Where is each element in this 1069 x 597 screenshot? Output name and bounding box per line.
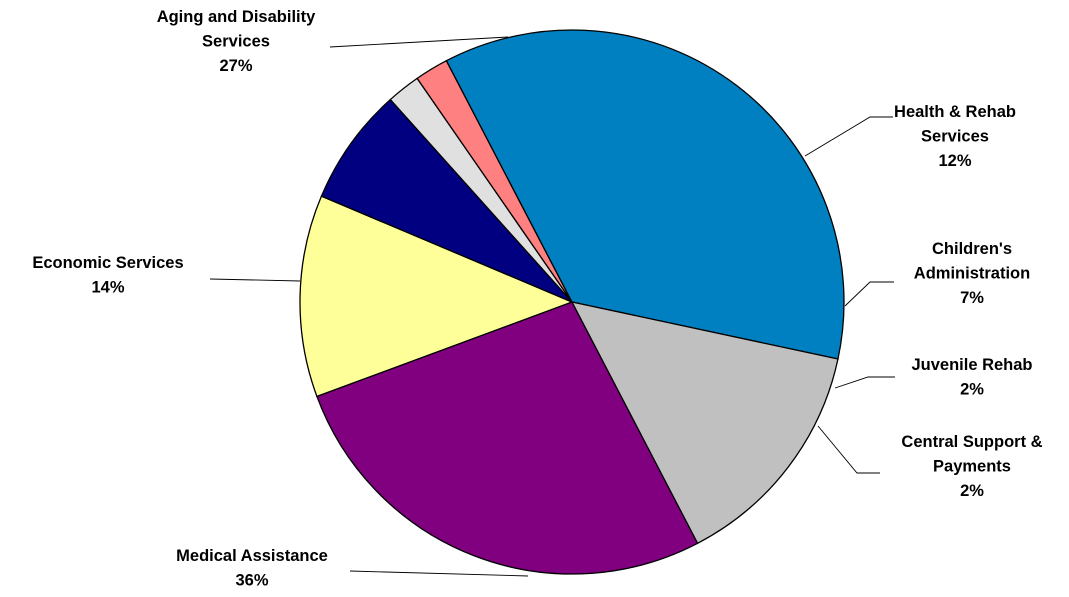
leader-line-medical-assistance [349,570,529,577]
slice-label-economic-services: Economic Services [32,254,183,272]
slice-labels: Aging and Disability Services 27% Health & … [32,8,1042,590]
slice-label-aging-and-disability-services: Services [202,33,270,51]
leader-line-aging-and-disability-services [329,36,509,48]
leader-line-children-s-administration [844,281,894,307]
slice-percent-medical-assistance: 36% [235,572,268,590]
leader-lines [209,36,895,577]
slice-label-medical-assistance: Medical Assistance [176,547,328,565]
slice-percent-economic-services: 14% [91,279,124,297]
slice-percent-health-rehab-services: 12% [938,152,971,170]
slice-health-rehab-services [299,195,574,398]
slice-children-s-administration [320,98,573,303]
slice-percent-aging-and-disability-services: 27% [219,57,252,75]
leader-line-juvenile-rehab [834,376,895,389]
slice-label-children-s-administration: Children's [932,240,1012,258]
slice-label-juvenile-rehab: Juvenile Rehab [911,356,1032,374]
slice-label-health-rehab-services: Health & Rehab [894,103,1016,121]
slice-percent-children-s-administration: 7% [960,289,984,307]
slice-label-children-s-administration: Administration [914,265,1030,283]
slice-label-aging-and-disability-services: Aging and Disability [157,8,316,26]
slice-percent-central-support-payments: 2% [960,482,984,500]
slice-medical-assistance [445,29,845,360]
leader-line-central-support-payments [817,425,880,474]
leader-line-health-rehab-services [804,116,893,157]
pie-slices [299,29,845,575]
slice-economic-services [570,301,839,545]
leader-line-economic-services [209,278,301,282]
slice-percent-juvenile-rehab: 2% [960,381,984,399]
slice-label-central-support-payments: Central Support & [901,433,1042,451]
slice-label-health-rehab-services: Services [921,128,989,146]
slice-aging-and-disability-services [316,301,699,575]
slice-label-central-support-payments: Payments [933,458,1011,476]
